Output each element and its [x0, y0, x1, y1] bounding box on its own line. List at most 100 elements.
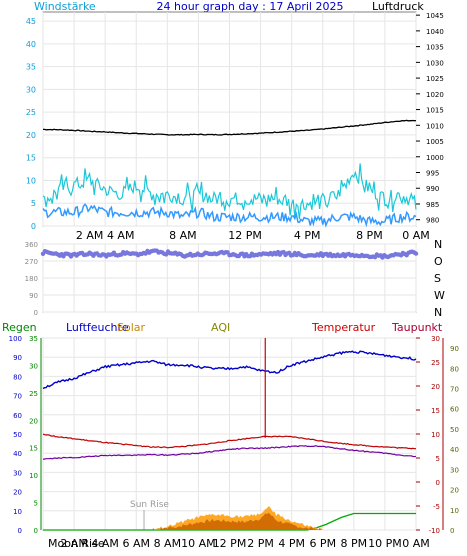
wind-tick-label: 30 [26, 85, 36, 94]
moonrise-label: Moon Rise [48, 537, 105, 550]
legend-taupunkt: Taupunkt [391, 321, 443, 334]
graph-title: 24 hour graph day : 17 April 2025 [157, 0, 344, 13]
rain-tick-label: 0 [34, 527, 38, 535]
rain-tick-label: 30 [29, 362, 38, 370]
wind-tick-label: 45 [26, 17, 36, 26]
x-tick-label-bottom: 6 AM [122, 537, 150, 550]
aqi-tick-label: 10 [450, 507, 459, 515]
humidity-tick-label: 100 [9, 335, 22, 343]
direction-tick-label: 360 [25, 241, 38, 249]
aqi-tick-label: 0 [450, 527, 454, 535]
x-tick-label-bottom: 12 PM [213, 537, 247, 550]
series-panel-2 [40, 248, 419, 260]
humidity-tick-label: 90 [13, 354, 22, 362]
x-tick-label-bottom: 8 PM [341, 537, 368, 550]
pressure-tick-label: 1005 [426, 138, 444, 146]
x-tick-label-bottom: 4 PM [278, 537, 305, 550]
direction-tick-label: 180 [25, 275, 38, 283]
wind-tick-label: 25 [26, 108, 36, 117]
series-wind [42, 203, 417, 228]
wind-tick-label: 15 [26, 154, 36, 163]
pressure-tick-label: 990 [426, 185, 439, 193]
x-tick-label-bottom: 10 AM [181, 537, 216, 550]
series-panel-1 [42, 119, 417, 228]
series-gust [42, 163, 417, 220]
temperature-tick-label: 15 [431, 407, 440, 415]
humidity-tick-label: 70 [13, 393, 22, 401]
pressure-tick-label: 1010 [426, 122, 444, 130]
pressure-tick-label: 980 [426, 217, 439, 225]
x-tick-label-bottom: 10 PM [368, 537, 402, 550]
axes-panel-1: 0510152025303540459809859909951000100510… [26, 12, 444, 242]
series-uv [43, 512, 416, 530]
x-tick-label-top: 12 PM [228, 229, 262, 242]
temperature-tick-label: 30 [431, 335, 440, 343]
pressure-tick-label: 985 [426, 201, 439, 209]
pressure-tick-label: 1025 [426, 75, 444, 83]
humidity-tick-label: 0 [18, 527, 22, 535]
aqi-tick-label: 90 [450, 345, 459, 353]
humidity-tick-label: 20 [13, 489, 22, 497]
compass-label: W [434, 289, 445, 302]
rain-tick-label: 5 [34, 500, 38, 508]
rain-tick-label: 15 [29, 445, 38, 453]
grid-panel-3 [42, 337, 417, 531]
humidity-tick-label: 50 [13, 431, 22, 439]
direction-tick-label: 90 [29, 292, 38, 300]
series-pressure [43, 119, 417, 136]
humidity-tick-label: 40 [13, 450, 22, 458]
sunrise-label: Sun Rise [130, 500, 169, 510]
wind-tick-label: 5 [31, 199, 36, 208]
compass-label: N [434, 238, 442, 251]
axes-panel-2: 0 N 90 W 180 S 270 O 360 N [25, 238, 445, 319]
x-tick-label-bottom: 0 AM [402, 537, 430, 550]
x-tick-label-bottom: 2 AM [60, 537, 88, 550]
compass-label: S [434, 272, 441, 285]
aqi-tick-label: 70 [450, 386, 459, 394]
axes-panel-3: 010203040506070809010005101520253035-10-… [9, 335, 459, 550]
humidity-tick-label: 10 [13, 508, 22, 516]
pressure-tick-label: 1020 [426, 91, 444, 99]
pressure-tick-label: 1015 [426, 107, 444, 115]
wind-axis-title: Windstärke [34, 0, 96, 13]
grid-panel-2 [42, 243, 417, 313]
x-tick-label-top: 0 AM [402, 229, 430, 242]
temperature-tick-label: 0 [436, 479, 440, 487]
temperature-tick-label: 5 [436, 455, 440, 463]
pressure-tick-label: 1035 [426, 44, 444, 52]
aqi-tick-label: 30 [450, 466, 459, 474]
wind-tick-label: 20 [26, 131, 36, 140]
compass-label: O [434, 255, 443, 268]
humidity-tick-label: 30 [13, 469, 22, 477]
x-tick-label-top: 2 AM [76, 229, 104, 242]
x-tick-label-top: 4 PM [294, 229, 321, 242]
temperature-tick-label: 10 [431, 431, 440, 439]
grid-panel-1 [42, 12, 417, 227]
pressure-tick-label: 995 [426, 170, 439, 178]
pressure-tick-label: 1030 [426, 59, 444, 67]
direction-tick-label: 0 [34, 309, 38, 317]
x-tick-label-bottom: 8 AM [154, 537, 182, 550]
temperature-tick-label: 25 [431, 359, 440, 367]
wind-tick-label: 10 [26, 176, 36, 185]
temperature-tick-label: -10 [429, 527, 440, 535]
x-tick-label-top: 8 AM [169, 229, 197, 242]
humidity-tick-label: 80 [13, 373, 22, 381]
x-tick-label-top: 8 PM [356, 229, 383, 242]
temperature-tick-label: -5 [433, 503, 440, 511]
legend-aqi: AQI [211, 321, 230, 334]
x-tick-label-bottom: 6 PM [309, 537, 336, 550]
aqi-tick-label: 60 [450, 406, 459, 414]
humidity-tick-label: 60 [13, 412, 22, 420]
aqi-tick-label: 50 [450, 426, 459, 434]
aqi-tick-label: 20 [450, 487, 459, 495]
wind-tick-label: 0 [31, 222, 36, 231]
series-dewpoint [42, 445, 417, 460]
rain-tick-label: 20 [29, 417, 38, 425]
pressure-tick-label: 1040 [426, 28, 444, 36]
series-humidity [42, 350, 417, 390]
wind-tick-label: 35 [26, 63, 36, 72]
legend-solar: Solar [117, 321, 146, 334]
